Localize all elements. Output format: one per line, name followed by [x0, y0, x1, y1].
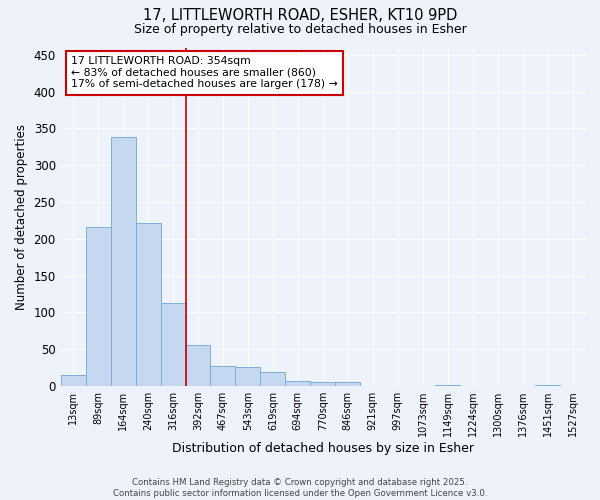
Bar — [435, 385, 460, 386]
Bar — [61, 375, 86, 386]
Bar — [161, 303, 185, 386]
Bar — [211, 366, 235, 386]
Y-axis label: Number of detached properties: Number of detached properties — [15, 124, 28, 310]
Bar — [535, 385, 560, 386]
Text: Size of property relative to detached houses in Esher: Size of property relative to detached ho… — [134, 22, 466, 36]
Bar — [260, 372, 286, 386]
Bar — [86, 227, 110, 386]
Text: Contains HM Land Registry data © Crown copyright and database right 2025.
Contai: Contains HM Land Registry data © Crown c… — [113, 478, 487, 498]
Bar — [335, 382, 360, 386]
Bar — [136, 222, 161, 386]
Text: 17 LITTLEWORTH ROAD: 354sqm
← 83% of detached houses are smaller (860)
17% of se: 17 LITTLEWORTH ROAD: 354sqm ← 83% of det… — [71, 56, 338, 89]
Bar — [235, 367, 260, 386]
Bar — [185, 346, 211, 386]
Bar — [110, 136, 136, 386]
Bar — [286, 381, 310, 386]
X-axis label: Distribution of detached houses by size in Esher: Distribution of detached houses by size … — [172, 442, 474, 455]
Bar — [310, 382, 335, 386]
Text: 17, LITTLEWORTH ROAD, ESHER, KT10 9PD: 17, LITTLEWORTH ROAD, ESHER, KT10 9PD — [143, 8, 457, 22]
